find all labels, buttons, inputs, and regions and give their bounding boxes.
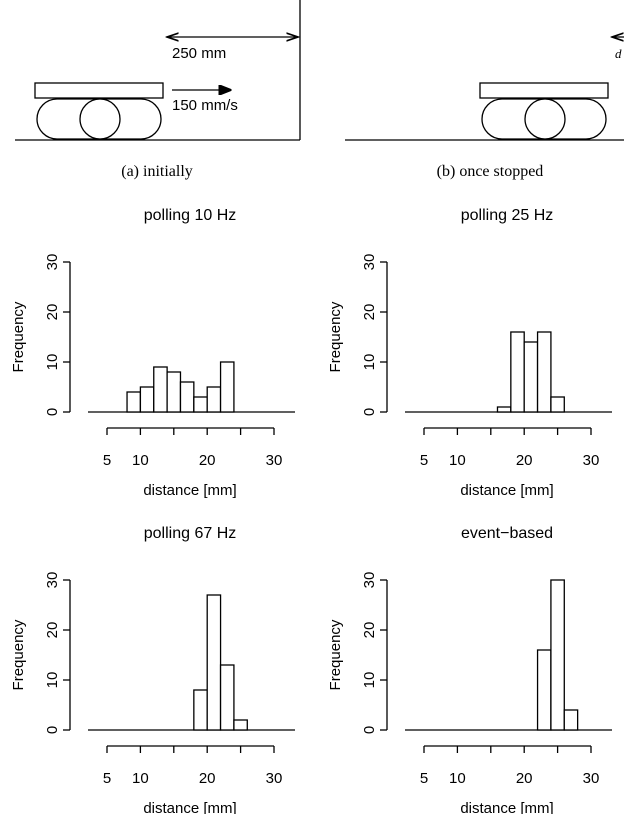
y-tick-label: 0 (361, 408, 378, 416)
y-axis-label: Frequency (10, 301, 27, 372)
x-tick-label: 5 (420, 452, 428, 469)
bar (179, 381, 195, 413)
chart-title: polling 10 Hz (144, 207, 237, 224)
x-tick-label: 5 (103, 452, 111, 469)
bar (126, 391, 142, 413)
y-tick-label: 30 (361, 572, 378, 589)
x-axis-label: distance [mm] (460, 800, 553, 814)
y-tick-label: 20 (44, 304, 61, 321)
bar (510, 331, 525, 413)
bar (219, 664, 235, 731)
bar (153, 366, 168, 413)
x-tick-label: 10 (449, 452, 466, 469)
x-tick-label: 5 (420, 770, 428, 787)
y-tick-label: 20 (361, 304, 378, 321)
robot-wheel (79, 98, 121, 140)
y-tick-label: 20 (361, 622, 378, 639)
y-tick-label: 30 (44, 254, 61, 271)
y-tick-label: 0 (44, 408, 61, 416)
bar (550, 579, 565, 731)
x-tick-label: 10 (132, 770, 149, 787)
x-tick-label: 30 (266, 452, 283, 469)
x-axis-label: distance [mm] (460, 482, 553, 499)
y-tick-label: 30 (44, 572, 61, 589)
bar (193, 689, 208, 731)
y-tick-label: 30 (361, 254, 378, 271)
y-tick-label: 10 (44, 672, 61, 689)
x-tick-label: 30 (583, 770, 600, 787)
bar (496, 406, 512, 413)
x-axis-label: distance [mm] (143, 482, 236, 499)
x-tick-label: 20 (516, 770, 533, 787)
bar (536, 331, 552, 413)
chart-title: polling 67 Hz (144, 525, 237, 542)
bar (206, 386, 222, 413)
distance-label: d (615, 46, 622, 61)
bar (550, 396, 565, 413)
chart-title: polling 25 Hz (461, 207, 554, 224)
y-tick-label: 20 (44, 622, 61, 639)
caption: (a) initially (121, 163, 193, 180)
x-tick-label: 10 (449, 770, 466, 787)
x-tick-label: 20 (199, 452, 216, 469)
x-tick-label: 30 (266, 770, 283, 787)
bar (523, 341, 539, 413)
robot-wheel (524, 98, 566, 140)
x-tick-label: 20 (516, 452, 533, 469)
x-tick-label: 30 (583, 452, 600, 469)
y-tick-label: 0 (44, 726, 61, 734)
bar (206, 594, 222, 731)
y-axis-label: Frequency (327, 301, 344, 372)
panel-a: 250 mm 150 mm/s (a) initially (15, 0, 301, 180)
bar (219, 361, 235, 413)
x-tick-label: 5 (103, 770, 111, 787)
y-tick-label: 10 (361, 672, 378, 689)
robot-platform (479, 82, 609, 99)
distance-label: 250 mm (172, 45, 226, 62)
bar (166, 371, 182, 413)
x-tick-label: 20 (199, 770, 216, 787)
bar (233, 719, 248, 731)
bar (536, 649, 552, 731)
bar (563, 709, 579, 731)
bar (139, 386, 155, 413)
x-axis-label: distance [mm] (143, 800, 236, 814)
x-tick-label: 10 (132, 452, 149, 469)
y-tick-label: 10 (44, 354, 61, 371)
y-axis-label: Frequency (10, 619, 27, 690)
robot-platform (34, 82, 164, 99)
caption: (b) once stopped (437, 163, 544, 180)
panel-b: d (b) once stopped (345, 37, 624, 180)
bar (193, 396, 208, 413)
y-tick-label: 0 (361, 726, 378, 734)
y-tick-label: 10 (361, 354, 378, 371)
speed-label: 150 mm/s (172, 97, 238, 114)
chart-title: event−based (461, 525, 553, 542)
y-axis-label: Frequency (327, 619, 344, 690)
